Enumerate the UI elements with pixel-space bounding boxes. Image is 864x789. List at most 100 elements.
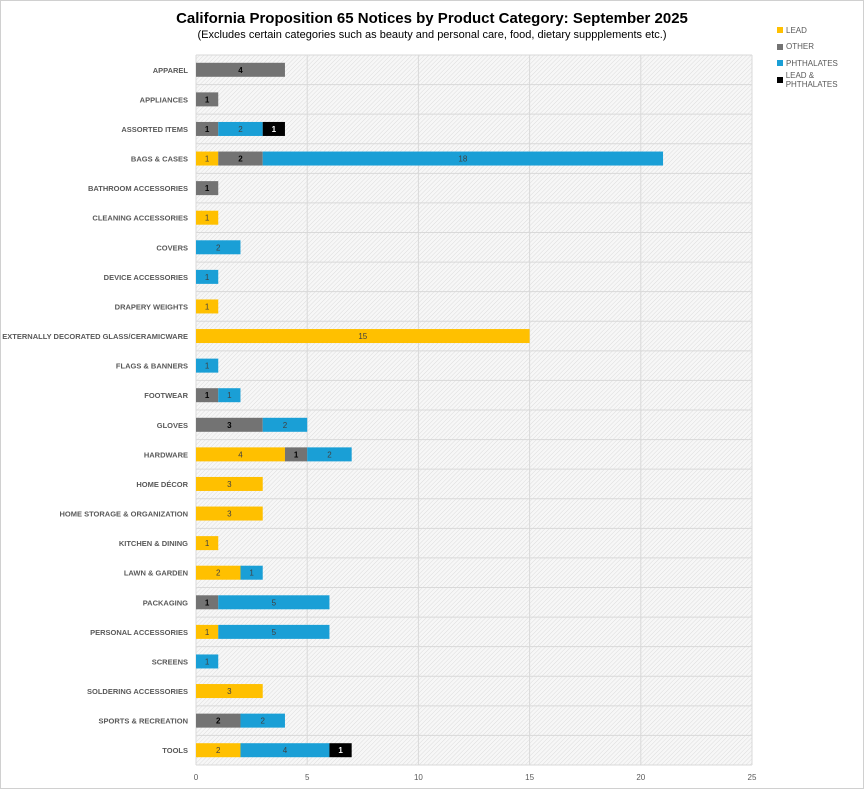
category-label: TOOLS	[162, 746, 188, 755]
bar-segment	[196, 743, 241, 758]
category-label: SCREENS	[152, 657, 188, 666]
category-label: FLAGS & BANNERS	[116, 362, 188, 371]
category-label: DEVICE ACCESSORIES	[104, 273, 188, 282]
data-label: 1	[205, 391, 210, 400]
data-label: 4	[238, 66, 243, 75]
bar-segment	[218, 595, 330, 610]
category-label: KITCHEN & DINING	[119, 539, 188, 548]
x-tick-label: 25	[748, 773, 757, 782]
bar-segment	[262, 121, 285, 136]
data-label: 5	[272, 628, 277, 637]
data-label: 4	[238, 450, 243, 459]
x-tick-label: 5	[305, 773, 310, 782]
category-label: PERSONAL ACCESSORIES	[90, 628, 188, 637]
bar-segment	[196, 624, 219, 639]
data-label: 2	[238, 155, 243, 164]
category-label: BATHROOM ACCESSORIES	[88, 184, 188, 193]
bar-segment	[196, 299, 219, 314]
legend-item: LEAD	[777, 22, 864, 39]
bar-segment	[196, 62, 285, 77]
data-label: 1	[205, 628, 210, 637]
legend-item: OTHER	[777, 39, 864, 56]
bar-segment	[196, 240, 241, 255]
category-label: BAGS & CASES	[131, 155, 188, 164]
bar-segment	[218, 388, 241, 403]
category-label: SPORTS & RECREATION	[99, 717, 188, 726]
bar-segment	[196, 713, 241, 728]
legend-swatch	[777, 43, 783, 50]
category-label: EXTERNALLY DECORATED GLASS/CERAMICWARE	[2, 332, 188, 341]
bar-segment	[196, 181, 219, 196]
category-label: HARDWARE	[144, 450, 188, 459]
data-label: 1	[205, 273, 210, 282]
bar-segment	[262, 151, 664, 166]
bar-segment	[196, 417, 263, 432]
data-label: 1	[338, 746, 343, 755]
data-label: 3	[227, 687, 232, 696]
category-label: HOME DÉCOR	[136, 480, 188, 489]
bar-segment	[240, 565, 263, 580]
data-label: 1	[249, 569, 254, 578]
legend-item: LEAD & PHTHALATES	[777, 70, 864, 89]
data-label: 2	[238, 125, 243, 134]
bar-segment	[196, 476, 263, 491]
data-label: 15	[358, 332, 367, 341]
data-label: 18	[458, 155, 467, 164]
category-label: GLOVES	[157, 421, 188, 430]
data-label: 1	[272, 125, 277, 134]
data-label: 2	[283, 421, 288, 430]
data-label: 1	[205, 362, 210, 371]
data-label: 2	[260, 717, 265, 726]
chart-title: California Proposition 65 Notices by Pro…	[176, 10, 688, 27]
data-label: 2	[216, 746, 221, 755]
legend-swatch	[777, 60, 783, 67]
category-label: FOOTWEAR	[144, 391, 188, 400]
data-label: 1	[205, 598, 210, 607]
legend-label: LEAD & PHTHALATES	[785, 70, 838, 89]
data-label: 2	[216, 243, 221, 252]
legend-swatch	[777, 76, 783, 83]
bar-segment	[196, 210, 219, 225]
bar-segment	[196, 151, 219, 166]
category-label: COVERS	[156, 243, 188, 252]
category-label: LAWN & GARDEN	[124, 569, 188, 578]
bar-segment	[196, 536, 219, 551]
bar-segment	[307, 447, 352, 462]
data-label: 1	[205, 155, 210, 164]
data-label: 4	[283, 746, 288, 755]
data-label: 3	[227, 510, 232, 519]
data-label: 5	[272, 598, 277, 607]
category-label: APPLIANCES	[140, 95, 188, 104]
legend-swatch	[777, 27, 783, 34]
legend: LEAD OTHER PHTHALATES LEAD & PHTHALATES	[777, 22, 864, 89]
bar-segment	[196, 595, 219, 610]
bar-segment	[196, 358, 219, 373]
bar-segment	[196, 388, 219, 403]
bar-segment	[196, 121, 219, 136]
data-label: 1	[205, 95, 210, 104]
chart-subtitle: (Excludes certain categories such as bea…	[197, 29, 667, 41]
data-label: 2	[216, 717, 221, 726]
bar-segment	[262, 417, 308, 432]
bar-segment	[218, 121, 263, 136]
category-label: ASSORTED ITEMS	[121, 125, 188, 134]
data-label: 1	[294, 450, 299, 459]
bar-segment	[196, 269, 219, 284]
bar-segment	[240, 713, 285, 728]
data-label: 3	[227, 480, 232, 489]
data-label: 3	[227, 421, 232, 430]
data-label: 1	[205, 184, 210, 193]
bar-segment	[196, 565, 241, 580]
bar-segment	[196, 684, 263, 699]
category-label: PACKAGING	[143, 598, 188, 607]
category-label: APPAREL	[153, 66, 189, 75]
bar-segment	[196, 329, 530, 344]
data-label: 1	[205, 125, 210, 134]
legend-item: PHTHALATES	[777, 55, 864, 72]
bar-segment	[196, 506, 263, 521]
bar-segment	[218, 624, 330, 639]
bar-segment	[240, 743, 330, 758]
category-label: SOLDERING ACCESSORIES	[87, 687, 188, 696]
x-tick-label: 20	[636, 773, 645, 782]
